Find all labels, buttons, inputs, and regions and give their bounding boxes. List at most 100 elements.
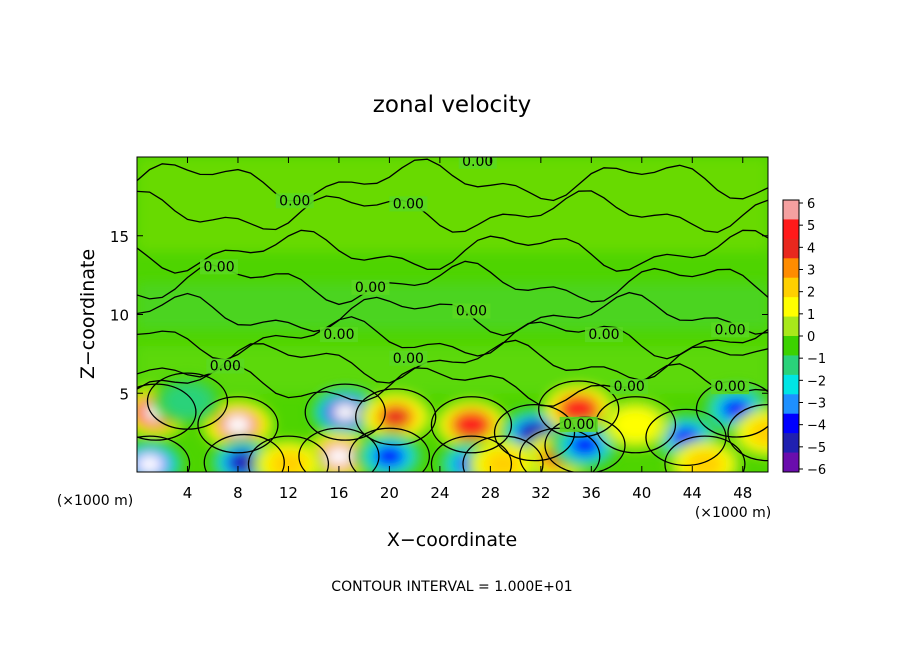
contour-label-bg [452,303,491,319]
velocity-blob [668,439,741,472]
field-band [137,157,768,252]
velocity-blob [353,431,426,472]
contour-loop [645,408,727,467]
y-tick-label: 10 [110,307,129,325]
x-tick-label: 20 [380,484,399,502]
contour-label: 0.00 [588,327,619,343]
contour-loop [137,435,191,472]
colorbar-tick-label: 3 [807,264,815,279]
colorbar-swatch [783,394,799,415]
x-tick-label: 44 [683,484,702,502]
colorbar-swatch [783,336,799,356]
contour-label-bg [584,327,623,343]
colorbar-tick-label: 1 [807,308,815,323]
colorbar-tick-label: −2 [807,374,826,389]
colorbar-tick-label: 4 [807,241,815,256]
contour-loop [197,396,279,454]
velocity-field [137,157,768,472]
colorbar-tick-label: −5 [807,441,826,456]
x-tick-label: 40 [632,484,651,502]
x-tick-label: 32 [531,484,550,502]
contour-loop [664,435,746,472]
contour-loop [430,396,513,454]
contour-loop [348,427,431,472]
contour-label-bg [319,327,358,343]
colorbar: 6 5 4 3 2 1 0 −1 −2 −3 −4 −5 −6 [782,197,826,478]
x-tick-label: 28 [481,484,500,502]
contour-loop [493,403,576,462]
colorbar-swatch [783,452,799,473]
colorbar-swatch [783,297,799,318]
x-unit-left: (×1000 m) [57,493,133,509]
contour-label-bg [389,196,428,212]
contour-loop [203,433,285,472]
y-tick-label: 5 [119,385,129,403]
contour-label-bg [559,416,598,432]
contour-label: 0.00 [715,379,746,395]
contour-label-bg [610,379,649,395]
colorbar-tick-label: 2 [807,286,815,301]
contour-label: 0.00 [563,417,594,433]
x-tick-label: 8 [233,484,243,502]
contour-label-bg [275,193,314,209]
contour-label: 0.00 [210,359,241,375]
colorbar-swatch [783,355,799,376]
colorbar-swatch [783,238,799,259]
contour-label-bg [206,358,245,374]
plot-area: 0.00 0.00 0.00 0.00 0.00 0.00 0.00 0.00 0.00 0.00… [137,154,768,472]
contour-label-bg [458,157,497,169]
contour-interval-note: CONTOUR INTERVAL = 1.000E+01 [331,579,572,595]
contour-label-bg [389,350,428,366]
contour-line [137,158,768,202]
colorbar-swatch [783,200,799,220]
contour-label: 0.00 [203,259,234,275]
y-axis: 5 10 15 [110,228,768,403]
contour-label-bg [200,259,239,275]
contour-label: 0.00 [323,327,354,343]
y-tick-label: 15 [110,228,129,246]
colorbar-swatch [783,277,799,298]
contour-label-bg [711,379,750,395]
colorbar-tick-label: −3 [807,397,826,412]
contour-label: 0.00 [279,193,310,209]
contour-label: 0.00 [614,379,645,395]
contour-line [137,339,768,384]
x-tick-label: 36 [582,484,601,502]
contour-label: 0.00 [393,196,424,212]
colorbar-tick-label: 5 [807,219,815,234]
contour-loop [355,388,437,446]
colorbar-tick-label: 6 [807,197,815,212]
contour-loop [727,403,768,462]
velocity-blob [252,439,325,472]
colorbar-swatch [783,258,799,279]
contour-loop [247,435,330,472]
y-axis-label: Z−coordinate [77,249,99,379]
velocity-blob [151,376,224,427]
contour-line [137,260,768,306]
contour-line [137,190,768,233]
colorbar-swatch [783,219,799,240]
chart-title: zonal velocity [373,92,531,118]
colorbar-tick-label: −6 [807,463,826,478]
contour-loop [430,435,513,472]
velocity-blob [137,439,186,472]
contour-label: 0.00 [355,280,386,296]
x-axis: 4 8 12 16 20 24 28 32 36 40 44 48 [183,157,752,502]
contour-label: 0.00 [393,351,424,367]
contour-label-bg [711,322,750,338]
x-tick-label: 16 [329,484,348,502]
contour-label: 0.00 [462,154,493,170]
contour-line [137,316,768,361]
colorbar-swatch [783,413,799,434]
contour-lines [137,158,768,472]
contour-loop [304,383,386,441]
x-axis-label: X−coordinate [387,529,517,551]
contour-loop [298,427,380,472]
x-tick-label: 48 [733,484,752,502]
contour-label-bg [351,279,390,295]
velocity-blob [599,399,672,450]
colorbar-tick-label: −4 [807,419,826,434]
x-tick-label: 4 [183,484,193,502]
x-unit-right: (×1000 m) [695,505,771,521]
